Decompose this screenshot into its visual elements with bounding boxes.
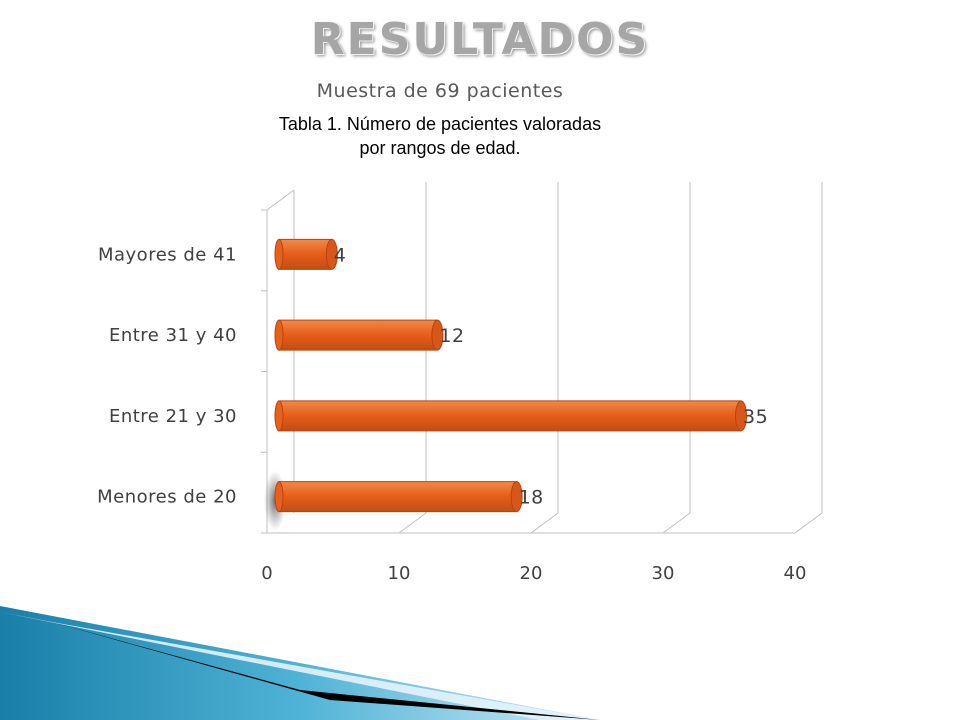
bar — [274, 319, 444, 351]
bar-body — [278, 481, 518, 513]
bar-end-cap — [735, 400, 747, 432]
data-label: 12 — [439, 325, 464, 347]
data-label: 4 — [334, 244, 347, 266]
bar-end-cap — [510, 481, 523, 513]
data-label: 35 — [743, 406, 768, 428]
x-tick-label: 20 — [520, 563, 543, 584]
category-label: Menores de 20 — [97, 487, 237, 508]
x-tick-label: 40 — [784, 563, 807, 584]
bar — [274, 238, 338, 270]
category-labels: Menores de 20 Entre 21 y 30 Entre 31 y 40 M… — [97, 244, 237, 508]
corner-decoration — [0, 606, 600, 720]
bar-start-cap — [274, 481, 284, 513]
x-tick-label: 0 — [261, 563, 272, 584]
gridline-depth — [662, 512, 691, 534]
bar-start-cap — [274, 319, 284, 351]
x-tick-labels: 0 10 20 30 40 — [261, 563, 806, 584]
chart-bars — [264, 238, 747, 531]
bar — [264, 470, 523, 531]
bar-body — [278, 319, 438, 351]
axis-depth-edge — [266, 189, 295, 211]
slide-title: RESULTADOS — [310, 14, 650, 65]
x-tick-label: 10 — [388, 563, 411, 584]
category-label: Mayores de 41 — [98, 244, 237, 265]
bar-start-cap — [274, 238, 284, 270]
chart-gridlines — [398, 182, 823, 534]
bar-end-cap — [431, 319, 444, 351]
bar-body — [278, 238, 333, 270]
x-tick-label: 30 — [652, 563, 675, 584]
category-label: Entre 21 y 30 — [109, 406, 237, 427]
data-label: 18 — [519, 487, 544, 509]
gridline-depth — [530, 512, 559, 534]
bar-body — [278, 400, 742, 432]
gridline-depth — [794, 512, 823, 534]
category-label: Entre 31 y 40 — [109, 325, 237, 346]
bar-start-cap — [274, 400, 284, 432]
chart-caption: Tabla 1. Número de pacientes valoradas p… — [278, 114, 602, 158]
bar-end-cap — [325, 238, 338, 270]
slide-subtitle: Muestra de 69 pacientes — [316, 80, 564, 102]
gridline-depth — [398, 512, 427, 534]
data-labels: 18 35 12 4 — [334, 244, 768, 508]
bar — [274, 400, 747, 432]
